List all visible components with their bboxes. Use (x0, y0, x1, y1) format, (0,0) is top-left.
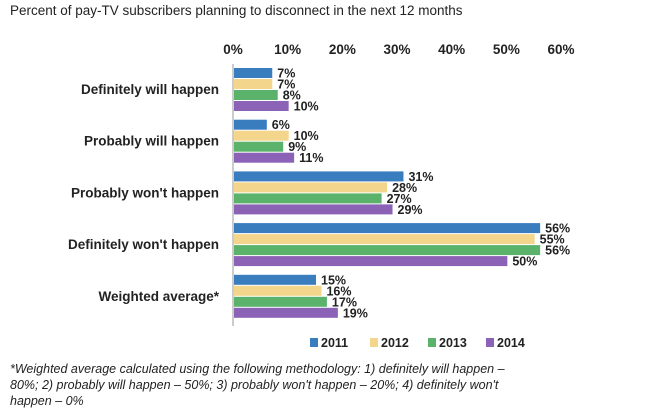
category-label: Definitely will happen (81, 82, 219, 97)
data-label: 55% (540, 233, 565, 247)
legend-label: 2012 (381, 336, 409, 350)
bar (234, 79, 273, 89)
bar (234, 101, 289, 111)
bar (234, 274, 316, 285)
data-label: 29% (398, 203, 423, 217)
data-label: 8% (283, 89, 301, 103)
data-label: 56% (545, 244, 570, 258)
bar (234, 152, 295, 163)
data-label: 15% (321, 273, 346, 287)
legend-swatch (310, 338, 318, 347)
data-label: 28% (392, 181, 417, 195)
bar (234, 204, 393, 215)
bar (234, 234, 535, 245)
legend-label: 2011 (321, 336, 348, 350)
data-label: 6% (272, 118, 290, 132)
x-tick-label: 20% (329, 42, 356, 57)
bar (234, 245, 541, 256)
bar (234, 182, 388, 193)
chart-title: Percent of pay-TV subscribers planning t… (10, 3, 463, 18)
data-label: 7% (277, 67, 295, 81)
bar (234, 256, 508, 267)
bar (234, 68, 273, 78)
category-label: Weighted average* (98, 289, 219, 304)
legend-swatch (486, 338, 494, 347)
legend-swatch (370, 338, 378, 347)
x-tick-label: 50% (493, 42, 520, 57)
bar (234, 307, 338, 318)
data-label: 17% (332, 295, 357, 309)
bar (234, 193, 382, 204)
bar (234, 130, 289, 141)
bar (234, 171, 404, 182)
x-tick-label: 0% (223, 42, 243, 57)
data-label: 10% (294, 100, 319, 114)
legend-label: 2014 (497, 336, 525, 350)
data-label: 7% (277, 78, 295, 92)
legend-swatch (428, 338, 436, 347)
x-tick-label: 60% (547, 42, 574, 57)
bar (234, 119, 267, 130)
bar (234, 285, 322, 296)
x-tick-label: 40% (438, 42, 465, 57)
category-label: Probably won't happen (71, 185, 219, 200)
data-label: 31% (408, 170, 433, 184)
data-label: 9% (288, 140, 306, 154)
x-tick-label: 10% (274, 42, 301, 57)
legend-label: 2013 (439, 336, 467, 350)
bar (234, 296, 327, 307)
data-label: 16% (326, 284, 351, 298)
category-label: Probably will happen (84, 134, 219, 149)
data-label: 50% (512, 255, 537, 269)
bar (234, 141, 284, 152)
data-label: 19% (343, 306, 368, 320)
x-tick-label: 30% (383, 42, 410, 57)
data-label: 11% (299, 151, 323, 165)
data-label: 27% (387, 192, 412, 206)
data-label: 56% (545, 222, 570, 236)
bar (234, 223, 541, 234)
category-label: Definitely won't happen (68, 237, 219, 252)
bar-chart: 0% 10% 20% 30% 40% 50% 60% Definitely will happ… (68, 42, 574, 350)
data-label: 10% (294, 129, 319, 143)
footnote: *Weighted average calculated using the f… (10, 362, 505, 408)
bar (234, 90, 278, 100)
